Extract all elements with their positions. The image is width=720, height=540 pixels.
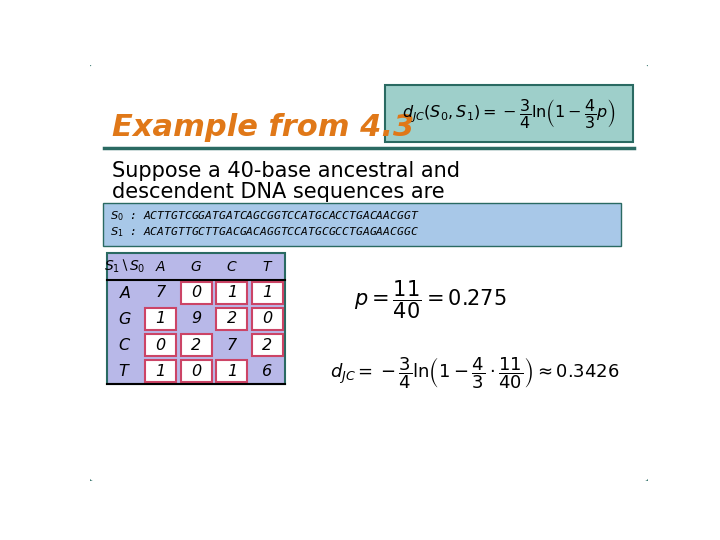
- Text: $p = \dfrac{11}{40} = 0.275$: $p = \dfrac{11}{40} = 0.275$: [354, 279, 506, 321]
- Text: $C$: $C$: [226, 260, 238, 274]
- Text: 1: 1: [227, 285, 237, 300]
- Text: $S_0$ : ACTTGTCGGATGATCAGCGGTCCATGCACCTGACAACGGT: $S_0$ : ACTTGTCGGATGATCAGCGGTCCATGCACCTG…: [110, 210, 420, 224]
- Text: 6: 6: [262, 364, 273, 379]
- Text: 7: 7: [156, 285, 166, 300]
- Text: 0: 0: [156, 338, 166, 353]
- Text: $S_1$ : ACATGTTGCTTGACGACAGGTCCATGCGCCTGAGAACGGC: $S_1$ : ACATGTTGCTTGACGACAGGTCCATGCGCCTG…: [110, 225, 419, 239]
- FancyBboxPatch shape: [103, 202, 621, 246]
- Text: $G$: $G$: [190, 260, 202, 274]
- FancyBboxPatch shape: [384, 85, 632, 142]
- FancyBboxPatch shape: [252, 282, 283, 303]
- FancyBboxPatch shape: [252, 308, 283, 330]
- FancyBboxPatch shape: [181, 282, 212, 303]
- Text: 9: 9: [191, 312, 201, 326]
- Text: 7: 7: [227, 338, 237, 353]
- Text: 0: 0: [191, 364, 201, 379]
- Text: $d_{JC}(S_0,S_1)=-\dfrac{3}{4}\ln\!\left(1-\dfrac{4}{3}p\right)$: $d_{JC}(S_0,S_1)=-\dfrac{3}{4}\ln\!\left…: [402, 97, 616, 130]
- FancyBboxPatch shape: [181, 361, 212, 382]
- FancyBboxPatch shape: [145, 361, 176, 382]
- Text: Example from 4.3: Example from 4.3: [112, 113, 414, 143]
- Text: $A$: $A$: [119, 285, 131, 301]
- FancyBboxPatch shape: [107, 253, 285, 384]
- Text: 2: 2: [262, 338, 273, 353]
- Text: $d_{JC} = -\dfrac{3}{4}\ln\!\left(1-\dfrac{4}{3}\cdot\dfrac{11}{40}\right)\appro: $d_{JC} = -\dfrac{3}{4}\ln\!\left(1-\dfr…: [330, 355, 620, 390]
- FancyBboxPatch shape: [216, 282, 248, 303]
- Text: 0: 0: [191, 285, 201, 300]
- Text: 1: 1: [156, 312, 166, 326]
- FancyBboxPatch shape: [216, 361, 248, 382]
- Text: 1: 1: [156, 364, 166, 379]
- FancyBboxPatch shape: [87, 62, 651, 484]
- Text: $A$: $A$: [155, 260, 166, 274]
- Text: 2: 2: [227, 312, 237, 326]
- Text: $C$: $C$: [118, 337, 132, 353]
- Text: 0: 0: [262, 312, 273, 326]
- Text: 2: 2: [191, 338, 201, 353]
- Text: Suppose a 40-base ancestral and: Suppose a 40-base ancestral and: [112, 161, 459, 181]
- FancyBboxPatch shape: [145, 334, 176, 356]
- Text: descendent DNA sequences are: descendent DNA sequences are: [112, 182, 444, 202]
- FancyBboxPatch shape: [145, 308, 176, 330]
- Text: $G$: $G$: [118, 311, 132, 327]
- FancyBboxPatch shape: [216, 308, 248, 330]
- Text: $T$: $T$: [262, 260, 273, 274]
- Text: 1: 1: [227, 364, 237, 379]
- Text: $T$: $T$: [119, 363, 131, 379]
- FancyBboxPatch shape: [181, 334, 212, 356]
- Text: $S_1\!\setminus\!S_0$: $S_1\!\setminus\!S_0$: [104, 258, 145, 275]
- Text: 1: 1: [262, 285, 273, 300]
- FancyBboxPatch shape: [252, 334, 283, 356]
